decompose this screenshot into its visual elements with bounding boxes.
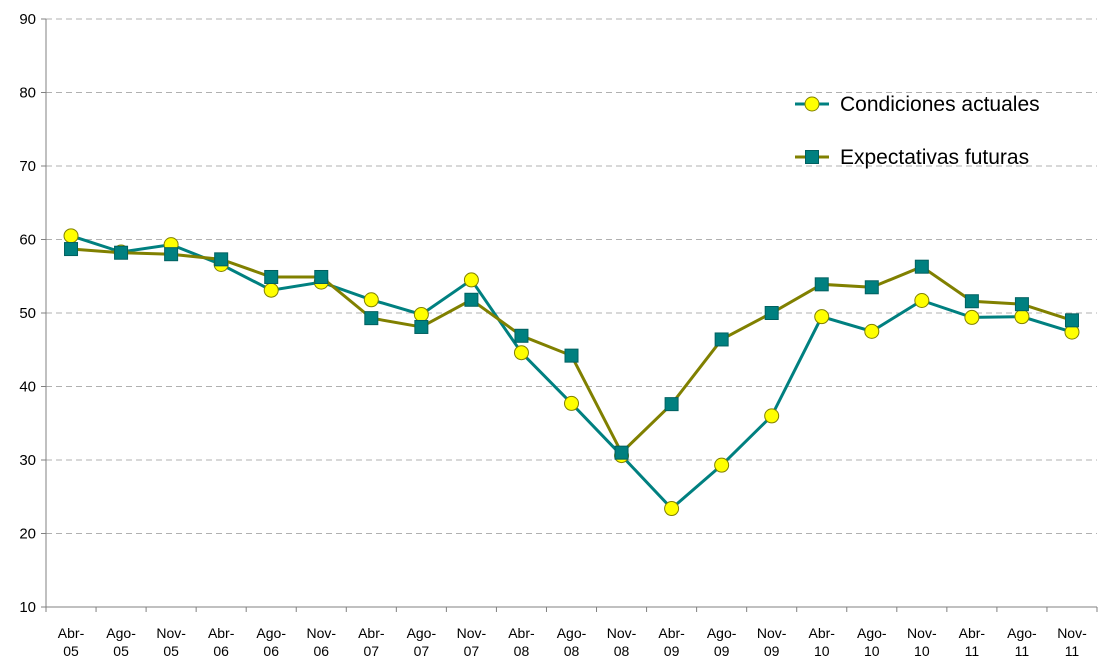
x-tick-label: Ago-10 <box>857 625 887 659</box>
x-tick-label: Nov-09 <box>757 625 787 659</box>
marker <box>514 328 529 343</box>
marker <box>464 292 479 307</box>
x-tick-label: Abr-10 <box>809 625 836 659</box>
y-tick-label: 90 <box>19 11 36 28</box>
y-tick-label: 70 <box>19 158 36 175</box>
marker <box>364 311 379 326</box>
x-tick-label: Abr-09 <box>658 625 685 659</box>
x-tick-label: Ago-08 <box>557 625 587 659</box>
x-tick-label: Nov-08 <box>607 625 637 659</box>
y-tick-label: 40 <box>19 379 36 396</box>
x-tick-label: Ago-11 <box>1007 625 1037 659</box>
x-tick-label: Ago-07 <box>407 625 437 659</box>
x-tick-label: Abr-06 <box>208 625 235 659</box>
marker <box>814 277 829 292</box>
marker <box>114 245 129 260</box>
marker <box>214 252 229 267</box>
x-tick-label: Abr-11 <box>959 625 986 659</box>
marker <box>263 282 279 298</box>
marker <box>1064 313 1079 328</box>
marker <box>764 306 779 320</box>
marker <box>564 348 579 363</box>
x-tick-label: Abr-08 <box>508 625 535 659</box>
marker <box>714 332 729 347</box>
marker <box>463 272 479 288</box>
y-tick-label: 50 <box>19 305 36 322</box>
legend-marker <box>804 96 820 112</box>
marker <box>1014 297 1029 312</box>
marker <box>264 269 279 284</box>
marker <box>414 319 429 334</box>
x-tick-label: Ago-05 <box>106 625 136 659</box>
marker <box>363 292 379 308</box>
x-tick-label: Nov-05 <box>156 625 186 659</box>
marker <box>513 345 529 361</box>
x-tick-label: Abr-05 <box>58 625 85 659</box>
marker <box>413 306 429 322</box>
y-tick-label: 20 <box>19 526 36 543</box>
marker <box>714 457 730 473</box>
marker <box>164 247 179 262</box>
legend-label: Condiciones actuales <box>840 93 1040 116</box>
marker <box>1014 309 1030 325</box>
y-tick-label: 30 <box>19 452 36 469</box>
marker <box>864 323 880 339</box>
marker <box>864 280 879 295</box>
marker <box>814 309 830 325</box>
marker <box>664 397 679 412</box>
y-tick-label: 60 <box>19 232 36 249</box>
marker <box>914 259 929 274</box>
series-line <box>70 234 1073 511</box>
y-tick-label: 10 <box>19 599 36 616</box>
marker <box>914 293 930 309</box>
marker <box>314 269 329 284</box>
marker <box>63 228 79 244</box>
x-tick-label: Abr-07 <box>358 625 385 659</box>
marker <box>964 309 980 325</box>
x-tick-label: Nov-11 <box>1057 625 1087 659</box>
marker <box>64 242 79 257</box>
marker <box>664 501 680 517</box>
x-tick-label: Ago-09 <box>707 625 737 659</box>
x-tick-label: Nov-06 <box>306 625 336 659</box>
marker <box>964 294 979 309</box>
legend-marker <box>805 150 819 164</box>
marker <box>614 445 629 460</box>
y-tick-label: 80 <box>19 85 36 102</box>
marker <box>564 395 579 411</box>
x-tick-label: Ago-06 <box>256 625 286 659</box>
legend-label: Expectativas futuras <box>840 146 1029 169</box>
marker <box>764 408 780 424</box>
x-tick-label: Nov-07 <box>457 625 487 659</box>
x-tick-label: Nov-10 <box>907 625 937 659</box>
